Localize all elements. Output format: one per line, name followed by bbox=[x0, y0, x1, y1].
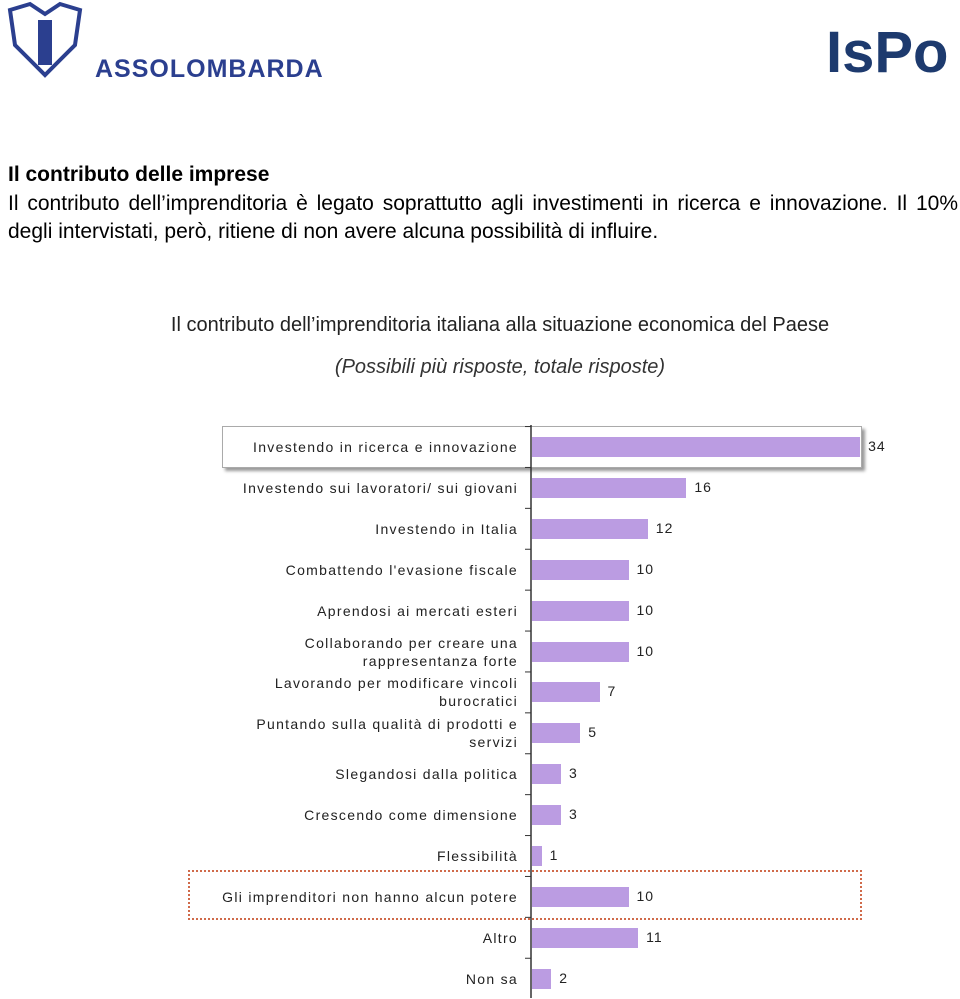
bar bbox=[532, 764, 561, 785]
value-label: 16 bbox=[694, 478, 712, 495]
bar bbox=[532, 682, 600, 703]
value-label: 10 bbox=[636, 601, 655, 618]
bar bbox=[532, 927, 639, 948]
bar bbox=[532, 846, 542, 866]
category-label: Puntando sulla qualità di prodotti e ser… bbox=[256, 716, 518, 751]
chart-title: Il contributo dell’imprenditoria italian… bbox=[170, 314, 830, 336]
category-label: Slegandosi dalla politica bbox=[335, 766, 518, 783]
bar bbox=[532, 723, 581, 744]
category-label: Gli imprenditori non hanno alcun potere bbox=[222, 888, 518, 905]
highlight-box bbox=[222, 426, 862, 468]
section-title: Il contributo delle imprese bbox=[8, 163, 270, 186]
logo-text: ASSOLOMBARDA bbox=[95, 55, 324, 83]
bar bbox=[532, 437, 861, 457]
highlight-box bbox=[188, 870, 862, 920]
bar bbox=[532, 518, 648, 539]
value-label: 3 bbox=[568, 765, 578, 782]
chart-subtitle: (Possibili più risposte, totale risposte… bbox=[334, 356, 666, 378]
category-label: Altro bbox=[482, 929, 518, 946]
bar bbox=[532, 805, 561, 826]
value-label: 12 bbox=[655, 519, 674, 536]
value-label: 10 bbox=[636, 887, 655, 904]
section-text: Il contributo dell’imprenditoria è legat… bbox=[8, 192, 958, 243]
category-label: Investendo in Italia bbox=[375, 520, 518, 537]
bar bbox=[532, 886, 629, 907]
category-label: Crescendo come dimensione bbox=[304, 807, 518, 824]
category-label: Combattendo l'evasione fiscale bbox=[285, 561, 518, 578]
value-label: 5 bbox=[588, 724, 598, 741]
bar bbox=[532, 477, 687, 498]
value-label: 7 bbox=[607, 683, 617, 700]
eagle-logo bbox=[7, 1, 83, 78]
axis bbox=[525, 425, 532, 998]
category-label: Non sa bbox=[465, 970, 518, 987]
category-label: Aprendosi ai mercati esteri bbox=[317, 602, 518, 619]
value-label: 1 bbox=[549, 847, 559, 863]
category-label: Flessibilità bbox=[437, 848, 518, 864]
logo-text: IsPo bbox=[826, 20, 949, 85]
value-label: 34 bbox=[868, 438, 886, 454]
category-label: Collaborando per creare una rappresentan… bbox=[304, 634, 518, 669]
bar bbox=[532, 641, 629, 662]
bar bbox=[532, 559, 629, 580]
bar bbox=[532, 600, 629, 621]
value-label: 11 bbox=[646, 928, 663, 945]
value-label: 2 bbox=[559, 969, 569, 986]
value-label: 10 bbox=[636, 642, 655, 659]
bar bbox=[532, 968, 552, 989]
category-label: Investendo sui lavoratori/ sui giovani bbox=[242, 479, 518, 496]
value-label: 3 bbox=[568, 806, 578, 823]
value-label: 10 bbox=[636, 560, 655, 577]
category-label: Lavorando per modificare vincoli burocra… bbox=[274, 675, 518, 710]
category-label: Investendo in ricerca e innovazione bbox=[253, 439, 518, 455]
logos: ASSOLOMBARDA IsPo bbox=[7, 1, 949, 85]
